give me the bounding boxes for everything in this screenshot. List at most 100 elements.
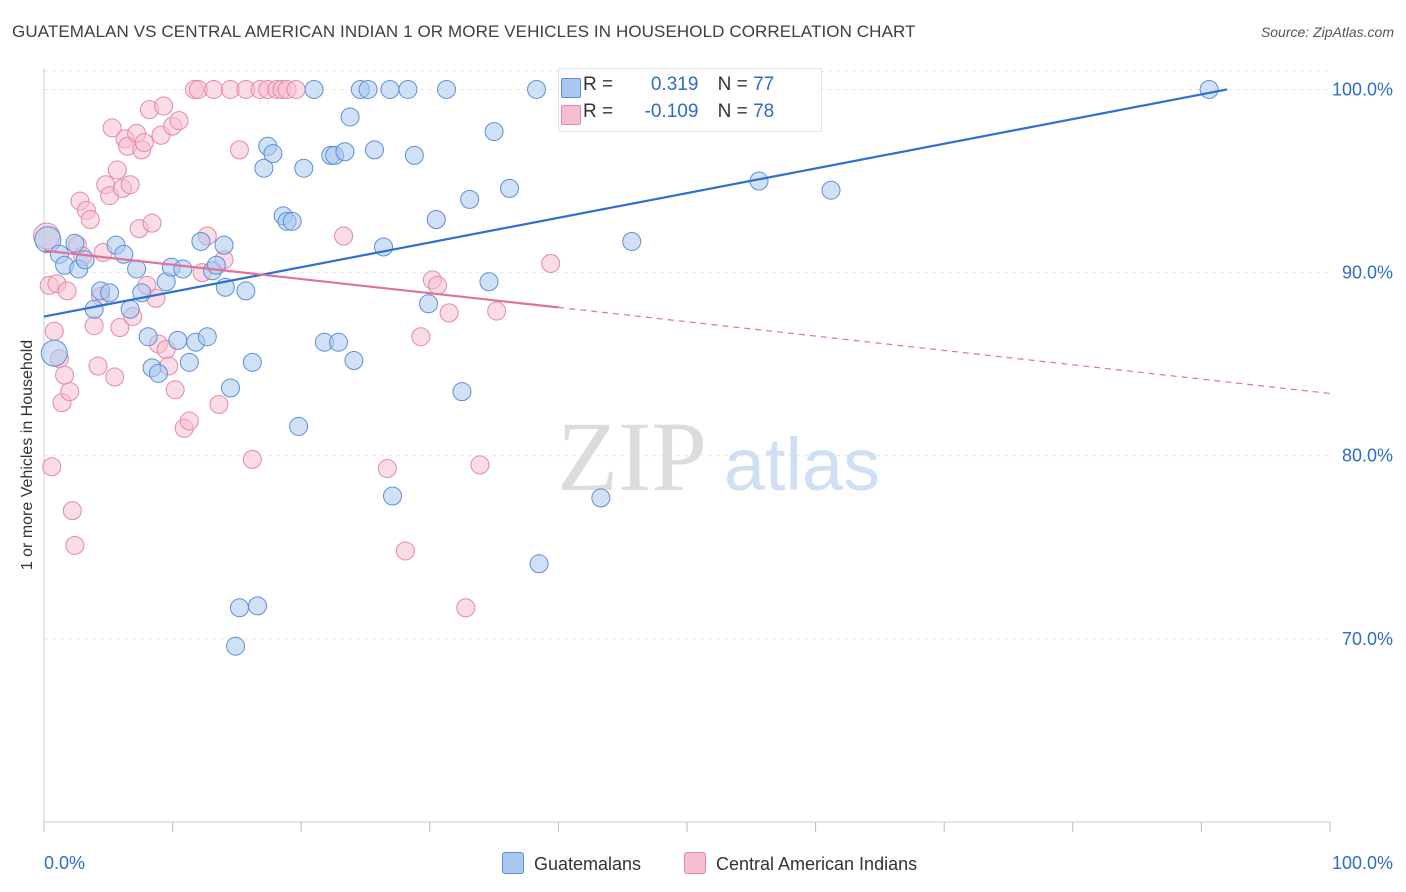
x-tick-label: 0.0%	[44, 853, 85, 873]
x-tick-label: 100.0%	[1332, 853, 1393, 873]
guatemalan-point	[138, 327, 158, 347]
y-tick-label: 70.0%	[1342, 629, 1393, 649]
guatemalan-point	[214, 235, 234, 255]
n-value-guatemalans: 77	[753, 74, 775, 95]
guatemalans-trend-line	[43, 88, 1228, 318]
central-american-indian-point	[154, 96, 174, 116]
guatemalan-point	[206, 255, 226, 275]
r-label: R =	[583, 101, 614, 122]
guatemalan-point	[821, 180, 841, 200]
watermark-atlas: atlas	[724, 423, 880, 506]
guatemalan-point	[1199, 79, 1219, 99]
guatemalan-point	[344, 351, 364, 371]
guatemalan-point	[34, 226, 62, 254]
guatemalan-point	[380, 79, 400, 99]
legend-item-central-american-indians[interactable]: Central American Indians	[684, 852, 917, 876]
central-american-indian-point	[204, 79, 224, 99]
central-american-indian-point	[165, 380, 185, 400]
central-american-indian-point	[169, 111, 189, 131]
central-american-indian-point	[242, 449, 262, 469]
central-american-indian-point	[142, 213, 162, 233]
guatemalan-point	[294, 158, 314, 178]
central-american-indian-point	[57, 281, 77, 301]
guatemalan-point	[479, 272, 499, 292]
guatemalan-point	[65, 233, 85, 253]
guatemalan-point	[254, 158, 274, 178]
r-value-guatemalans: 0.319	[650, 74, 699, 95]
guatemalan-point	[426, 209, 446, 229]
central-american-indian-point	[179, 411, 199, 431]
guatemalan-point	[282, 211, 302, 231]
central-american-indian-point	[42, 457, 62, 477]
guatemalan-point	[304, 79, 324, 99]
central-american-indian-point	[55, 365, 75, 385]
guatemalan-point	[527, 79, 547, 99]
central-american-indian-point	[120, 175, 140, 195]
guatemalan-point	[340, 107, 360, 127]
guatemalan-point	[263, 144, 283, 164]
guatemalan-point	[404, 145, 424, 165]
y-tick-label: 80.0%	[1342, 446, 1393, 466]
guatemalan-point	[229, 598, 249, 618]
guatemalan-point	[40, 339, 68, 367]
central-american-indians-swatch	[561, 105, 581, 125]
guatemalan-point	[383, 486, 403, 506]
guatemalan-point	[179, 352, 199, 372]
central-american-indian-point	[107, 160, 127, 180]
n-value-central-american-indians: 78	[753, 101, 775, 122]
r-value-central-american-indians: -0.109	[644, 101, 699, 122]
guatemalan-point	[148, 363, 168, 383]
guatemalan-point	[365, 140, 385, 160]
guatemalan-point	[247, 596, 267, 616]
guatemalan-point	[220, 378, 240, 398]
central-american-indian-point	[80, 209, 100, 229]
central-american-indian-point	[377, 459, 397, 479]
central-american-indians-legend-swatch	[684, 852, 706, 874]
central-american-indian-point	[334, 226, 354, 246]
guatemalan-point	[120, 299, 140, 319]
central-american-indian-point	[428, 275, 448, 295]
central-american-indian-point	[487, 301, 507, 321]
legend-item-guatemalans[interactable]: Guatemalans	[502, 852, 641, 876]
central-american-indian-point	[286, 79, 306, 99]
y-tick-label: 100.0%	[1332, 79, 1393, 99]
guatemalan-point	[191, 231, 211, 251]
guatemalan-point	[591, 488, 611, 508]
central-american-indian-point	[110, 318, 130, 338]
y-axis-label: 1 or more Vehicles in Household	[19, 339, 36, 571]
stats-row-guatemalans: R = 0.319 N = 77	[561, 74, 775, 100]
guatemalan-point	[168, 330, 188, 350]
stats-box: R = 0.319 N = 77 R = -0.109 N = 78	[558, 68, 822, 132]
guatemalans-swatch	[561, 78, 581, 98]
guatemalan-point	[328, 332, 348, 352]
guatemalan-point	[398, 79, 418, 99]
guatemalan-point	[484, 122, 504, 142]
central-american-indian-point	[105, 367, 125, 387]
legend-label-central-american-indians: Central American Indians	[716, 854, 918, 874]
guatemalan-point	[358, 79, 378, 99]
central-american-indian-point	[84, 316, 104, 336]
guatemalan-point	[100, 283, 120, 303]
central-american-indian-point	[411, 327, 431, 347]
guatemalan-point	[500, 178, 520, 198]
central-american-indians-trend-line	[43, 249, 559, 309]
stats-row-central-american-indians: R = -0.109 N = 78	[561, 101, 775, 127]
central-american-indian-point	[60, 382, 80, 402]
guatemalan-point	[335, 142, 355, 162]
guatemalan-point	[242, 352, 262, 372]
legend-label-guatemalans: Guatemalans	[534, 854, 642, 874]
guatemalan-point	[460, 189, 480, 209]
central-american-indian-point	[470, 455, 490, 475]
central-american-indian-point	[395, 541, 415, 561]
guatemalan-point	[173, 259, 193, 279]
central-american-indian-point	[65, 535, 85, 555]
guatemalan-point	[622, 231, 642, 251]
central-american-indian-point	[456, 598, 476, 618]
y-tick-label: 90.0%	[1342, 263, 1393, 283]
central-american-indian-point	[102, 118, 122, 138]
central-american-indian-point	[439, 303, 459, 323]
central-american-indian-point	[229, 140, 249, 160]
central-american-indian-point	[209, 394, 229, 414]
guatemalan-point	[236, 281, 256, 301]
